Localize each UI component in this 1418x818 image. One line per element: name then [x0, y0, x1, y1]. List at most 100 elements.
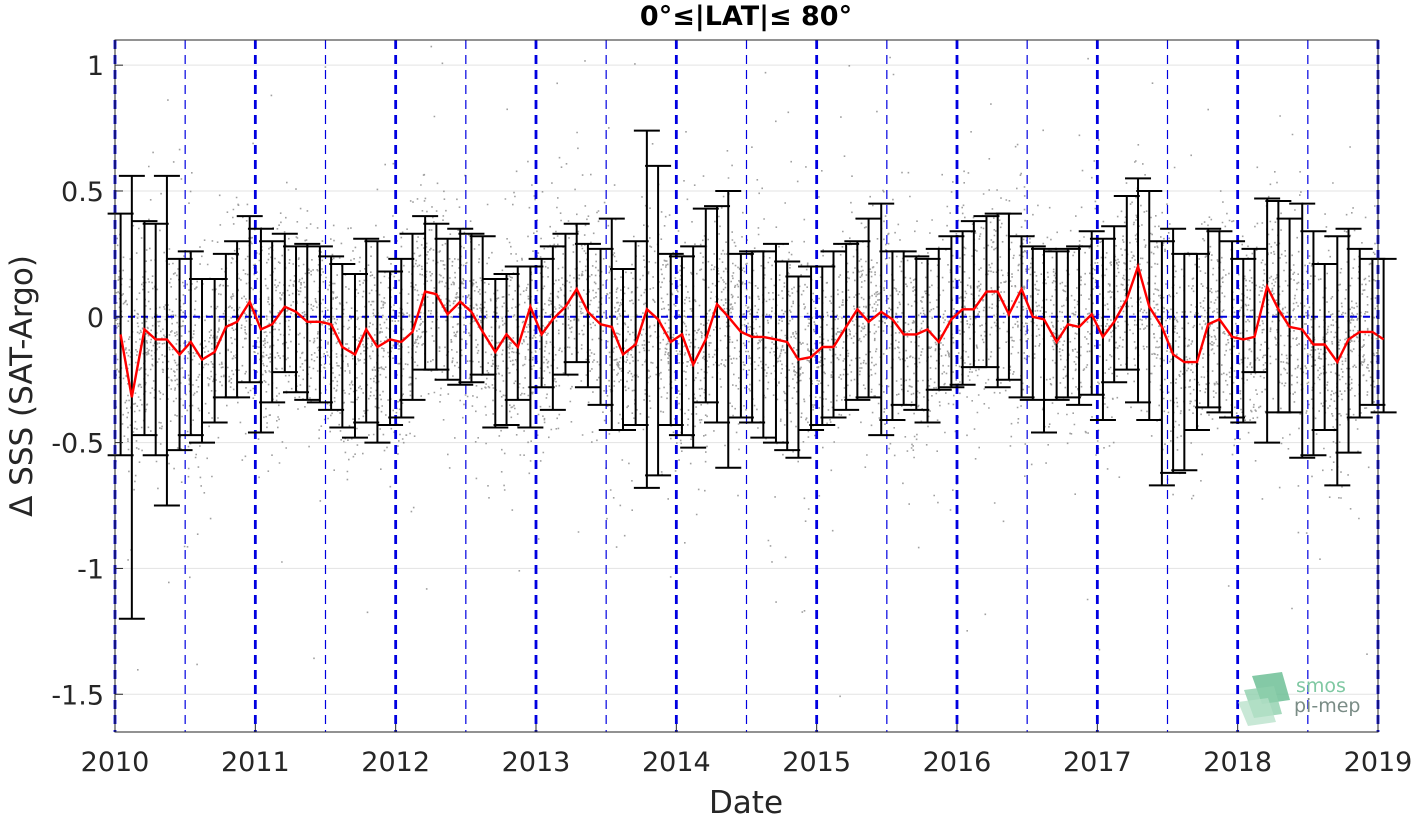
- errorbar: [1183, 252, 1210, 432]
- errorbar: [1125, 177, 1152, 404]
- x-axis-label: Date: [709, 785, 783, 818]
- x-tick-label: 2015: [782, 747, 851, 778]
- errorbar: [364, 240, 391, 444]
- errorbar: [657, 252, 684, 427]
- errorbar: [528, 257, 555, 389]
- errorbar: [1148, 240, 1175, 487]
- errorbar: [434, 237, 461, 381]
- errorbar: [925, 247, 952, 391]
- errorbar: [960, 220, 987, 369]
- errorbar: [399, 232, 426, 401]
- x-tick-label: 2017: [1063, 747, 1132, 778]
- logo-text-pimep: pi-mep: [1294, 695, 1360, 717]
- errorbar: [539, 245, 566, 411]
- x-tick-labels: 2010 2011 2012 2013 2014 2015 2016 2017 2018 2019: [81, 747, 1413, 778]
- logo-text-smos: smos: [1296, 675, 1346, 697]
- errorbar: [271, 232, 298, 374]
- errorbar: [259, 240, 286, 404]
- errorbar: [727, 252, 754, 419]
- mean-line: [119, 262, 1385, 398]
- y-axis-label: Δ SSS (SAT-Argo): [4, 255, 40, 517]
- y-tick-label: 0.5: [61, 177, 104, 208]
- errorbar: [668, 255, 695, 437]
- x-tick-label: 2012: [361, 747, 430, 778]
- errorbar: [868, 202, 895, 437]
- errorbar: [377, 270, 404, 427]
- x-tick-label: 2019: [1344, 747, 1413, 778]
- y-tick-label: 1: [87, 51, 104, 82]
- errorbar: [552, 232, 579, 376]
- errorbar: [914, 257, 941, 424]
- errorbar: [844, 240, 871, 401]
- errorbar: [1031, 247, 1058, 434]
- errorbar: [715, 189, 742, 469]
- x-tick-label: 2011: [221, 747, 290, 778]
- errorbar: [563, 222, 590, 364]
- errorbar: [820, 250, 847, 419]
- errorbar: [423, 222, 450, 371]
- errorbar: [1089, 237, 1116, 421]
- errorbar: [750, 250, 777, 439]
- errorbar: [1008, 235, 1035, 399]
- y-tick-label: 0: [87, 303, 104, 334]
- errorbar: [1043, 250, 1070, 401]
- y-tick-label: -0.5: [51, 429, 104, 460]
- errorbar: [949, 230, 976, 386]
- errorbar: [447, 227, 474, 386]
- errorbar: [587, 247, 614, 406]
- errorbar: [1113, 195, 1140, 371]
- errorbar: [1019, 245, 1046, 401]
- errorbar: [984, 212, 1011, 389]
- errorbar: [704, 205, 731, 424]
- errorbar: [610, 267, 637, 432]
- errorbar: [318, 255, 345, 411]
- errorbar: [692, 207, 719, 404]
- errorbar: [680, 245, 707, 449]
- errorbar: [785, 275, 812, 459]
- errorbar: [236, 215, 263, 384]
- plot-frame: [114, 39, 1379, 733]
- axes: [114, 39, 1379, 733]
- errorbar: [283, 245, 310, 394]
- errorbar: [1160, 227, 1187, 474]
- errorbar: [469, 235, 496, 376]
- errorbar: [458, 232, 485, 384]
- logo-mark-icon: [1238, 672, 1290, 726]
- chart-title: 0°≤|LAT|≤ 80°: [640, 1, 852, 32]
- errorbar: [1311, 262, 1338, 432]
- x-tick-label: 2010: [81, 747, 150, 778]
- errorbar: [809, 265, 836, 427]
- errorbar: [1370, 257, 1397, 414]
- errorbar: [890, 250, 917, 406]
- errorbar: [1276, 217, 1303, 414]
- errorbar: [306, 245, 333, 404]
- errorbar: [1219, 240, 1246, 419]
- errorbar: [774, 260, 801, 452]
- errorbar: [622, 240, 649, 427]
- errorbar: [1195, 227, 1222, 409]
- errorbar: [938, 235, 965, 389]
- mean-line-path: [119, 262, 1385, 398]
- errorbar: [1206, 230, 1233, 414]
- y-tick-label: -1: [77, 554, 104, 585]
- errorbar: [388, 257, 415, 419]
- y-tick-labels: 1 0.5 0 -0.5 -1 -1.5: [51, 51, 104, 711]
- errorbar: [1101, 225, 1128, 384]
- x-tick-label: 2018: [1203, 747, 1272, 778]
- x-tick-label: 2014: [642, 747, 711, 778]
- errorbar: [995, 212, 1022, 381]
- x-tick-label: 2016: [923, 747, 992, 778]
- errorbars: [107, 129, 1397, 620]
- x-tick-label: 2013: [502, 747, 571, 778]
- errorbar: [1254, 197, 1281, 444]
- errorbar: [1241, 247, 1268, 374]
- smos-pimep-logo: smos pi-mep: [1238, 672, 1360, 726]
- errorbar: [574, 242, 601, 389]
- errorbar: [224, 240, 251, 399]
- y-tick-label: -1.5: [51, 680, 104, 711]
- errorbar: [855, 217, 882, 399]
- vertical-markers: [113, 40, 1380, 732]
- errorbar: [762, 242, 789, 444]
- errorbar: [517, 265, 544, 429]
